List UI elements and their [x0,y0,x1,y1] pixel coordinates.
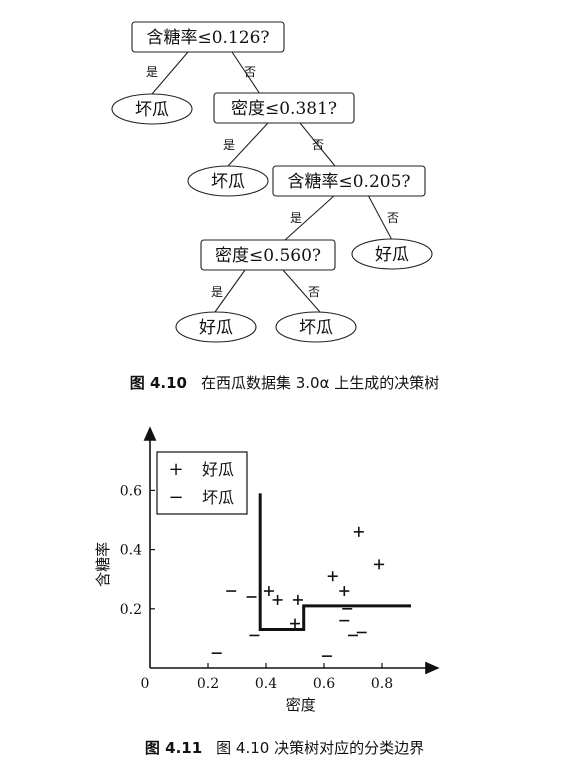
good-melon-point [263,586,274,597]
edge-yes-label: 是 [223,138,235,152]
decision-tree: 是 否 是 否 是 否 是 否 含糖率≤0.126? 坏瓜 密度≤0.381? … [111,21,433,343]
tree-leaf: 坏瓜 [211,172,245,192]
tree-leaf: 坏瓜 [299,318,333,338]
edge-no-label: 否 [308,285,320,299]
decision-boundary [258,493,411,632]
x-tick-label: 0.2 [197,676,219,692]
tree-leaf: 好瓜 [375,245,409,265]
tree-node: 密度≤0.381? [231,99,337,119]
good-melon-point [339,586,350,597]
x-tick-label: 0.4 [255,676,277,692]
edge-no-label: 否 [387,211,399,225]
legend-label-bad: 坏瓜 [202,488,234,507]
legend-marker-good: + [168,459,183,480]
good-melon-point [353,526,364,537]
figure-caption-4-11: 图 4.11 图 4.10 决策树对应的分类边界 [0,737,569,758]
good-melon-point [327,571,338,582]
x-axis-label: 密度 [286,696,316,714]
figure-caption-4-10: 图 4.10 在西瓜数据集 3.0α 上生成的决策树 [0,372,569,393]
y-tick-label: 0.6 [120,483,142,499]
x-tick-label: 0.6 [313,676,335,692]
legend-marker-bad: − [168,487,183,508]
y-tick-label: 0.2 [120,602,142,618]
y-tick-label: 0.4 [120,543,142,559]
edge-yes-label: 是 [211,285,223,299]
tree-leaf: 好瓜 [199,318,233,338]
caption-text: 图 4.10 决策树对应的分类边界 [216,739,425,757]
tree-leaf: 坏瓜 [135,100,169,120]
y-axis-label: 含糖率 [94,542,112,587]
legend: + 好瓜 − 坏瓜 [156,451,248,515]
edge-no-label: 否 [312,138,324,152]
edge-no-label: 否 [244,65,256,79]
good-melon-point [374,559,385,570]
good-melon-point [292,594,303,605]
boundary-chart: 0 0.2 0.4 0.6 0.8 0.2 0.4 0.6 密度 含糖率 + 好瓜 − 坏瓜 [94,426,440,714]
legend-label-good: 好瓜 [202,460,234,479]
tree-node: 密度≤0.560? [215,246,321,266]
caption-text: 在西瓜数据集 3.0α 上生成的决策树 [200,374,440,392]
x-tick-label: 0.8 [371,676,393,692]
good-melon-point [290,618,300,629]
tree-node: 含糖率≤0.205? [287,172,410,192]
edge-yes-label: 是 [290,211,302,225]
tree-node-root: 含糖率≤0.126? [146,28,269,48]
caption-label: 图 4.10 [129,374,187,392]
edge-yes-label: 是 [146,65,158,79]
legend-box [156,451,248,515]
origin-label: 0 [141,676,150,692]
good-melon-point [272,594,283,605]
caption-label: 图 4.11 [144,739,203,757]
